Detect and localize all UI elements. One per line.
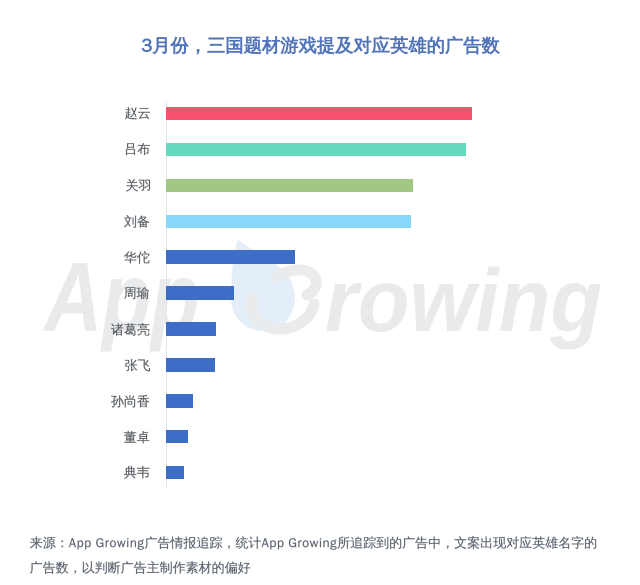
svg-text:rowing: rowing bbox=[325, 251, 602, 350]
